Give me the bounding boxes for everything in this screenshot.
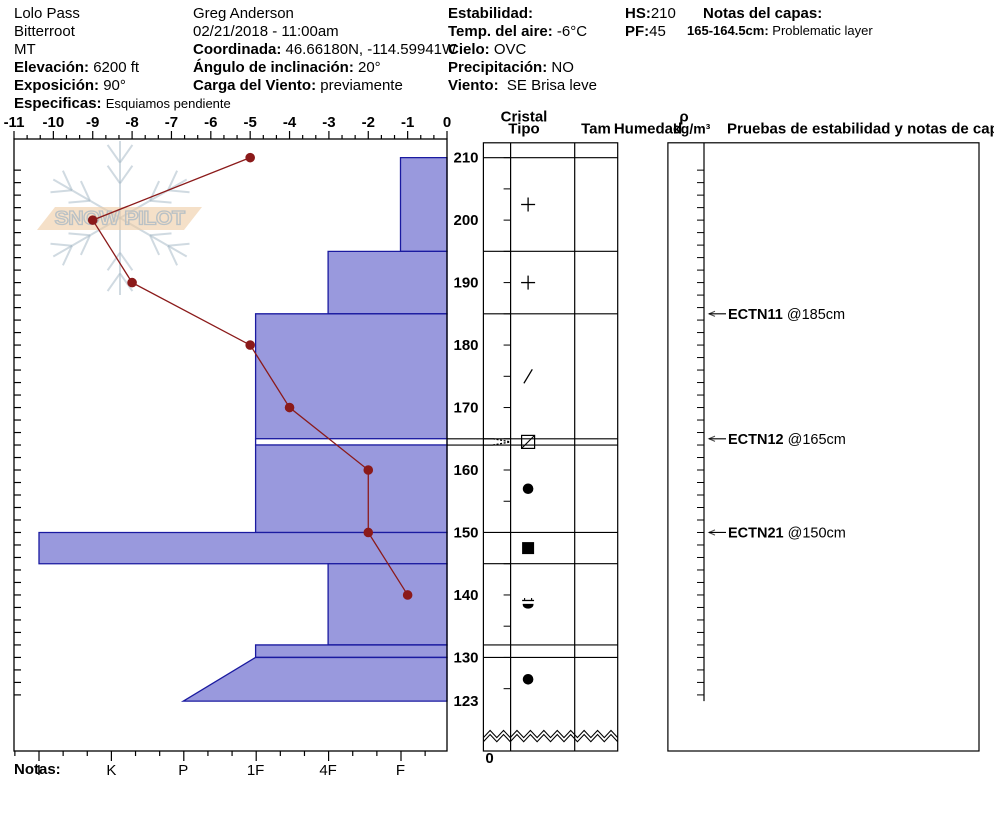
svg-text:-11: -11 xyxy=(4,114,25,131)
svg-text:-5: -5 xyxy=(244,114,257,131)
svg-text:0: 0 xyxy=(485,750,493,767)
svg-text:0: 0 xyxy=(443,114,451,131)
svg-text:-3: -3 xyxy=(322,114,335,131)
svg-text:200: 200 xyxy=(453,212,478,229)
svg-text:160: 160 xyxy=(453,462,478,479)
svg-text:Tipo: Tipo xyxy=(508,120,539,137)
svg-text:ECTN21 @150cm: ECTN21 @150cm xyxy=(728,525,846,541)
svg-text:150: 150 xyxy=(453,524,478,541)
svg-text:130: 130 xyxy=(453,649,478,666)
svg-text:Humedad: Humedad xyxy=(614,120,682,137)
svg-text:K: K xyxy=(106,762,116,779)
svg-text:-9: -9 xyxy=(86,114,99,131)
svg-text:190: 190 xyxy=(453,275,478,292)
svg-text:F: F xyxy=(396,762,405,779)
svg-text:4F: 4F xyxy=(319,762,337,779)
svg-text:-1: -1 xyxy=(401,114,414,131)
svg-text:-10: -10 xyxy=(43,114,65,131)
svg-text:Tam: Tam xyxy=(581,120,611,137)
svg-text:180: 180 xyxy=(453,337,478,354)
svg-text:I: I xyxy=(37,762,41,779)
svg-text:123: 123 xyxy=(453,693,478,710)
svg-text:-7: -7 xyxy=(165,114,178,131)
svg-text:SNOW PILOT: SNOW PILOT xyxy=(55,209,186,230)
svg-text:140: 140 xyxy=(453,587,478,604)
svg-text:1F: 1F xyxy=(247,762,265,779)
svg-text:kg/m³: kg/m³ xyxy=(673,120,711,136)
svg-text:ECTN11 @185cm: ECTN11 @185cm xyxy=(728,307,845,323)
svg-text:-4: -4 xyxy=(283,114,297,131)
svg-text:Pruebas de estabilidad y notas: Pruebas de estabilidad y notas de capa xyxy=(727,120,994,137)
svg-text:ECTN12 @165cm: ECTN12 @165cm xyxy=(728,432,846,448)
svg-text:-2: -2 xyxy=(362,114,375,131)
svg-text:P: P xyxy=(178,762,188,779)
svg-text:-6: -6 xyxy=(204,114,217,131)
svg-text:210: 210 xyxy=(453,150,478,167)
svg-text:-8: -8 xyxy=(125,114,138,131)
svg-text:170: 170 xyxy=(453,400,478,417)
